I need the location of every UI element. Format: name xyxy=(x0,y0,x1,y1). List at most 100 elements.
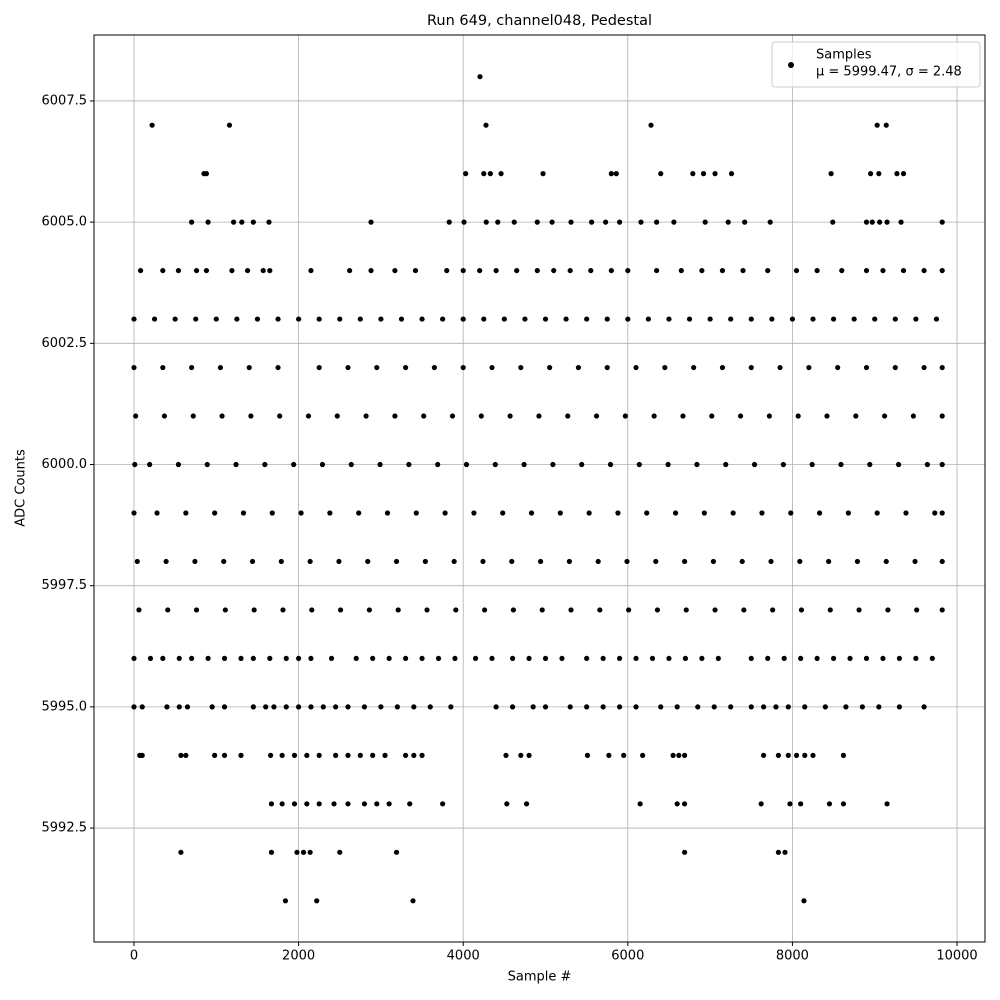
point xyxy=(892,364,898,371)
point xyxy=(751,461,758,468)
point xyxy=(910,413,916,419)
point xyxy=(872,316,878,322)
point xyxy=(178,752,184,758)
point xyxy=(781,655,787,662)
point xyxy=(357,316,363,322)
point xyxy=(782,849,788,855)
point xyxy=(503,752,509,758)
point xyxy=(345,364,351,371)
point xyxy=(316,316,322,322)
point xyxy=(883,558,889,565)
point xyxy=(238,655,244,662)
point xyxy=(654,219,660,225)
y-tick-label: 6000.0 xyxy=(42,457,88,472)
point xyxy=(424,607,430,613)
point xyxy=(489,655,495,662)
point xyxy=(674,704,680,710)
point xyxy=(785,752,791,758)
point xyxy=(337,316,343,322)
point xyxy=(498,171,504,177)
point xyxy=(131,316,137,322)
point xyxy=(221,655,228,662)
point xyxy=(681,558,688,565)
point xyxy=(806,364,812,371)
point xyxy=(449,413,456,419)
point xyxy=(775,752,782,758)
point xyxy=(939,461,945,468)
point xyxy=(184,704,191,710)
point xyxy=(884,801,890,807)
point xyxy=(175,267,182,274)
point xyxy=(279,752,285,758)
point xyxy=(801,898,807,904)
point xyxy=(250,219,256,225)
point xyxy=(365,558,371,565)
point xyxy=(712,171,718,177)
point xyxy=(309,607,315,613)
point xyxy=(487,171,493,177)
point xyxy=(363,413,369,419)
point xyxy=(616,219,623,225)
point xyxy=(802,704,808,710)
y-tick-label: 6005.0 xyxy=(42,215,88,230)
point xyxy=(131,704,137,710)
point xyxy=(671,219,677,225)
point xyxy=(787,801,793,807)
point xyxy=(411,752,417,758)
point xyxy=(759,510,765,516)
point xyxy=(267,655,273,662)
point xyxy=(913,316,919,322)
point xyxy=(451,558,457,565)
point xyxy=(347,267,353,274)
point xyxy=(881,413,888,419)
point xyxy=(183,752,189,758)
point xyxy=(748,364,754,371)
point xyxy=(604,364,610,371)
point xyxy=(374,801,380,807)
point xyxy=(830,655,837,662)
point xyxy=(246,364,252,371)
point xyxy=(816,510,823,516)
point xyxy=(304,801,310,807)
point xyxy=(835,364,841,371)
point xyxy=(283,655,289,662)
point xyxy=(843,704,849,710)
point xyxy=(876,171,882,177)
point xyxy=(637,801,643,807)
point xyxy=(536,413,542,419)
point xyxy=(593,413,600,419)
point xyxy=(316,364,322,371)
point xyxy=(233,461,239,468)
point xyxy=(766,413,772,419)
point xyxy=(386,801,392,807)
point xyxy=(741,607,747,613)
point xyxy=(939,510,945,516)
point xyxy=(710,558,717,565)
point xyxy=(666,655,672,662)
point xyxy=(719,267,726,274)
point xyxy=(507,413,513,419)
point xyxy=(883,122,889,128)
point xyxy=(495,219,501,225)
chart-title: Run 649, channel048, Pedestal xyxy=(427,13,652,29)
point xyxy=(674,801,680,807)
point xyxy=(472,655,479,662)
x-tick-label: 6000 xyxy=(611,949,644,964)
point xyxy=(686,316,693,322)
point xyxy=(189,364,195,371)
point xyxy=(291,461,297,468)
point xyxy=(163,558,169,565)
point xyxy=(435,461,441,468)
point xyxy=(411,704,417,710)
point xyxy=(222,607,228,613)
y-tick-label: 5992.5 xyxy=(42,821,88,836)
point xyxy=(131,510,137,516)
point xyxy=(765,655,771,662)
point xyxy=(398,316,405,322)
point xyxy=(640,752,646,758)
point xyxy=(378,316,384,322)
point xyxy=(742,219,748,225)
point xyxy=(175,461,182,468)
point xyxy=(353,655,359,662)
point xyxy=(649,655,656,662)
